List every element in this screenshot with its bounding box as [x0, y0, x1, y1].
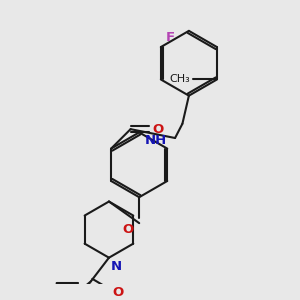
Text: F: F [166, 31, 175, 44]
Text: NH: NH [145, 134, 167, 147]
Text: O: O [112, 286, 124, 299]
Text: O: O [123, 223, 134, 236]
Text: O: O [152, 123, 164, 136]
Text: CH₃: CH₃ [169, 74, 190, 85]
Text: N: N [111, 260, 122, 273]
